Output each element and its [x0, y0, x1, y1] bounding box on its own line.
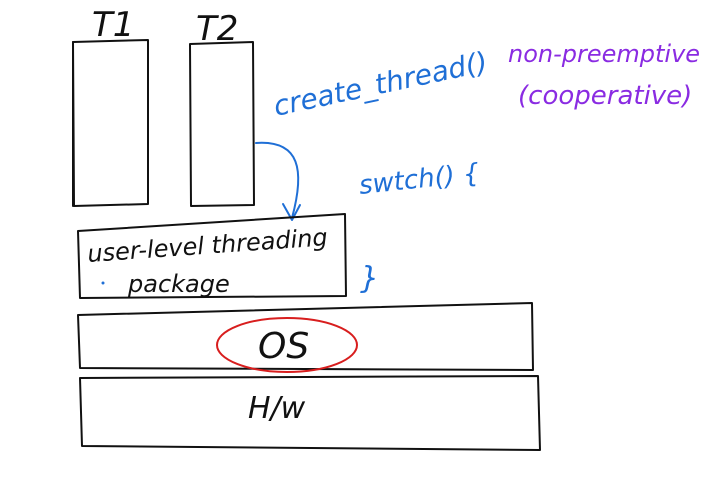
os-layer: OS — [77, 302, 534, 373]
nonpreemptive-line2: (cooperative) — [518, 81, 692, 111]
switch-note: swtch() { — [358, 158, 481, 200]
create-thread-arrow — [255, 141, 301, 221]
switch-close-brace: } — [360, 261, 379, 296]
thread-t1-label: T1 — [92, 5, 134, 45]
package-dot — [101, 281, 105, 285]
hw-label: H/w — [248, 391, 306, 426]
create-thread-note: create_thread() — [271, 45, 491, 123]
package-label-line1: user-level threading — [86, 223, 328, 268]
hardware-layer: H/w — [79, 375, 541, 451]
os-label: OS — [258, 326, 309, 367]
thread-t1: T1 — [72, 5, 149, 207]
thread-t2-label: T2 — [196, 9, 238, 49]
threading-package-layer: user-level threading package — [77, 213, 347, 299]
thread-t2: T2 — [189, 9, 255, 207]
os-highlight-circle — [216, 317, 358, 373]
package-label-line2: package — [127, 270, 230, 298]
nonpreemptive-line1: non-preemptive — [508, 40, 700, 68]
